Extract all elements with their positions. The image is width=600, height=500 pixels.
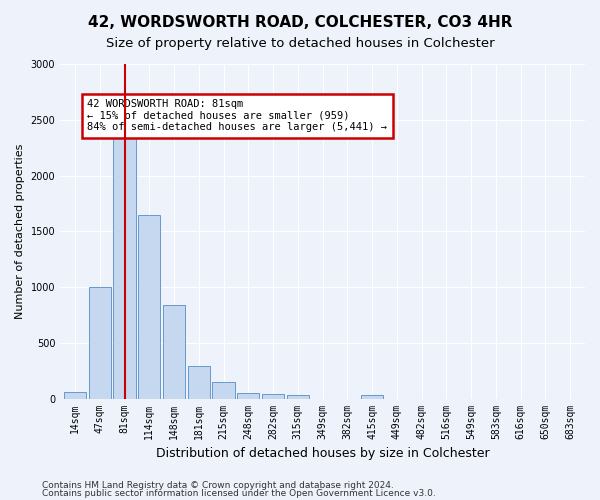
Bar [287, 395, 309, 398]
Text: Contains HM Land Registry data © Crown copyright and database right 2024.: Contains HM Land Registry data © Crown c… [42, 480, 394, 490]
Text: Contains public sector information licensed under the Open Government Licence v3: Contains public sector information licen… [42, 489, 436, 498]
Bar [163, 305, 185, 398]
X-axis label: Distribution of detached houses by size in Colchester: Distribution of detached houses by size … [156, 447, 490, 460]
Bar [64, 392, 86, 398]
Bar [361, 395, 383, 398]
Bar [113, 123, 136, 398]
Bar [237, 393, 259, 398]
Bar [212, 382, 235, 398]
Bar [89, 287, 111, 399]
Bar [262, 394, 284, 398]
Bar [188, 366, 210, 398]
Text: 42, WORDSWORTH ROAD, COLCHESTER, CO3 4HR: 42, WORDSWORTH ROAD, COLCHESTER, CO3 4HR [88, 15, 512, 30]
Text: 42 WORDSWORTH ROAD: 81sqm
← 15% of detached houses are smaller (959)
84% of semi: 42 WORDSWORTH ROAD: 81sqm ← 15% of detac… [88, 99, 388, 132]
Y-axis label: Number of detached properties: Number of detached properties [15, 144, 25, 319]
Text: Size of property relative to detached houses in Colchester: Size of property relative to detached ho… [106, 38, 494, 51]
Bar [138, 214, 160, 398]
